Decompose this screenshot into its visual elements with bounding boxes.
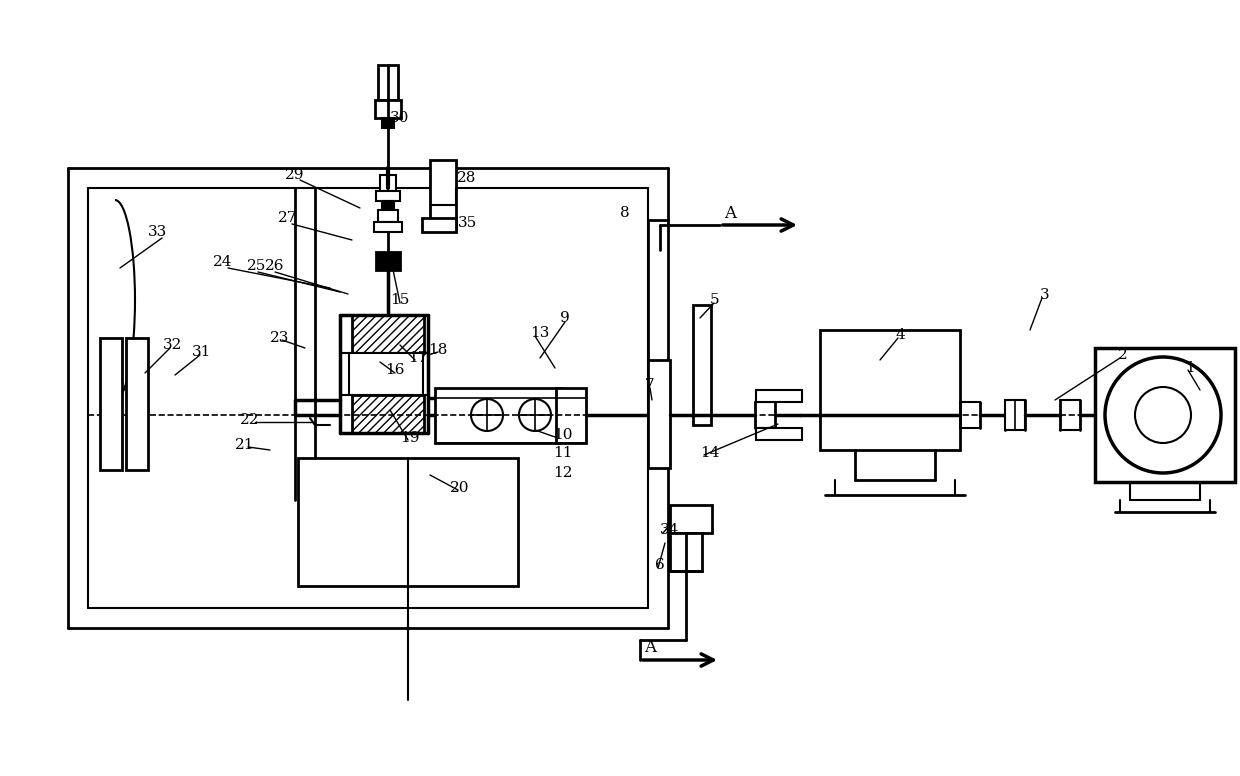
Bar [649, 360, 670, 468]
Text: 9: 9 [560, 311, 569, 325]
Text: 20: 20 [450, 481, 470, 495]
Text: 14: 14 [701, 446, 719, 460]
Text: A: A [644, 639, 656, 656]
Text: 6: 6 [655, 558, 665, 572]
Bar [378, 65, 398, 100]
Text: 11: 11 [553, 446, 573, 460]
Bar [126, 338, 148, 470]
Bar [100, 338, 122, 470]
Bar [430, 160, 456, 228]
Bar [376, 191, 401, 201]
Text: 3: 3 [1040, 288, 1049, 302]
Text: 12: 12 [553, 466, 573, 480]
Text: 8: 8 [620, 206, 630, 220]
Text: 7: 7 [645, 378, 655, 392]
Text: A: A [724, 205, 737, 221]
Text: 15: 15 [391, 293, 409, 307]
Bar [374, 222, 402, 232]
Bar [670, 505, 712, 533]
Text: 10: 10 [553, 428, 573, 442]
Bar [379, 175, 396, 191]
Text: 30: 30 [391, 111, 409, 125]
Text: 21: 21 [236, 438, 254, 452]
Text: 4: 4 [895, 328, 905, 342]
Bar [352, 315, 424, 353]
Bar [556, 388, 587, 443]
Text: 16: 16 [384, 363, 404, 377]
Text: 13: 13 [529, 326, 549, 340]
Circle shape [1135, 387, 1190, 443]
Bar [422, 218, 456, 232]
Bar [693, 305, 711, 425]
Bar [756, 428, 802, 440]
Text: 33: 33 [148, 225, 167, 239]
Bar [1095, 348, 1235, 482]
Text: 17: 17 [408, 351, 428, 365]
Bar [756, 390, 802, 402]
Text: 24: 24 [213, 255, 233, 269]
Bar [352, 395, 424, 433]
Bar [435, 388, 560, 443]
Text: 34: 34 [660, 523, 680, 537]
Bar [376, 252, 401, 270]
Text: 29: 29 [285, 168, 305, 182]
Text: 31: 31 [192, 345, 211, 359]
Text: 35: 35 [458, 216, 477, 230]
Bar [298, 458, 518, 586]
Text: 27: 27 [278, 211, 298, 225]
Text: 18: 18 [428, 343, 448, 357]
Text: 22: 22 [241, 413, 259, 427]
Bar [382, 201, 394, 209]
Bar [374, 100, 401, 118]
Bar [378, 210, 398, 222]
Text: 25: 25 [247, 259, 267, 273]
Text: 2: 2 [1118, 348, 1127, 362]
Bar [382, 118, 394, 128]
Text: 28: 28 [458, 171, 476, 185]
Text: 19: 19 [401, 431, 419, 445]
Bar [348, 353, 423, 395]
Circle shape [471, 399, 503, 431]
Text: 1: 1 [1185, 361, 1195, 375]
Text: 5: 5 [711, 293, 719, 307]
Circle shape [520, 399, 551, 431]
Text: 32: 32 [162, 338, 182, 352]
Bar [820, 330, 960, 450]
Text: 26: 26 [265, 259, 284, 273]
Bar [1004, 400, 1025, 430]
Circle shape [1105, 357, 1221, 473]
Bar [670, 533, 702, 571]
Text: 23: 23 [270, 331, 289, 345]
